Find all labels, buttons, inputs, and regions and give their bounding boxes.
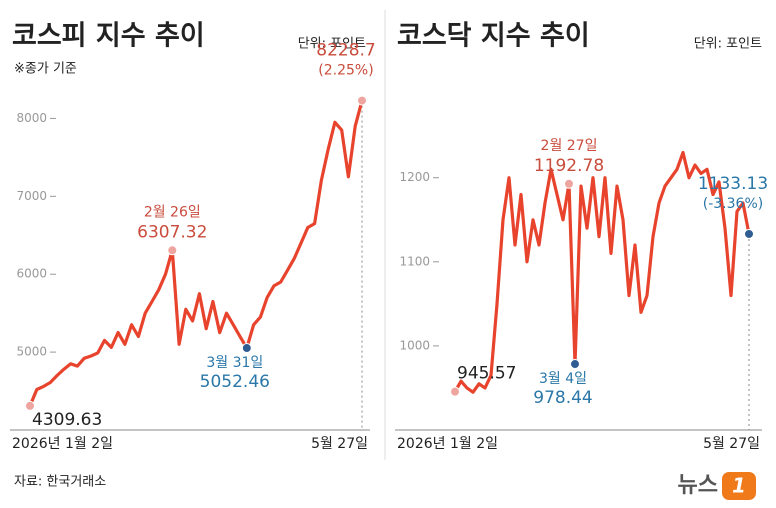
note: ※종가 기준 (14, 62, 77, 77)
x-tick-label: 2026년 1월 2일 (12, 436, 113, 452)
point-marker (357, 95, 367, 106)
point-marker (25, 400, 35, 411)
value-label: 6307.32 (137, 222, 207, 242)
x-tick-label: 2026년 1월 2일 (397, 436, 498, 452)
value-label: 8228.7 (316, 41, 375, 61)
value-label: 4309.63 (32, 410, 102, 430)
date-label: 3월 4일 (539, 371, 587, 387)
y-tick-label: 5000 (16, 345, 47, 359)
x-tick-label: 5월 27일 (311, 436, 368, 452)
logo-box (722, 472, 756, 500)
date-label: 2월 27일 (541, 138, 598, 154)
date-label: 2월 26일 (144, 204, 201, 220)
y-tick-label: 1100 (399, 254, 430, 268)
point-marker (564, 178, 574, 189)
point-marker (241, 343, 252, 354)
point-marker (450, 386, 460, 397)
chart-title: 코스닥 지수 추이 (397, 21, 590, 52)
value-label: 1133.13 (698, 174, 768, 194)
value-label: 5052.46 (200, 372, 270, 392)
value-label: 945.57 (457, 364, 516, 384)
point-marker (167, 245, 178, 256)
date-label: 3월 31일 (206, 355, 263, 371)
chart-title: 코스피 지수 추이 (12, 21, 205, 52)
y-tick-label: 6000 (16, 267, 47, 281)
y-tick-label: 1000 (399, 338, 430, 352)
change-label: (-3.36%) (703, 196, 763, 212)
logo-mark: 1 (732, 474, 746, 498)
change-label: (2.25%) (318, 63, 373, 79)
point-marker (570, 359, 580, 370)
x-tick-label: 5월 27일 (703, 436, 760, 452)
source: 자료: 한국거래소 (14, 475, 106, 490)
y-tick-label: 7000 (16, 189, 47, 203)
unit: 단위: 포인트 (298, 37, 366, 52)
point-marker (744, 228, 754, 239)
y-tick-label: 8000 (16, 111, 47, 125)
index-line (28, 100, 364, 407)
unit: 단위: 포인트 (694, 37, 762, 52)
logo: 뉴스 (678, 473, 718, 498)
y-tick-label: 1200 (399, 170, 430, 184)
value-label: 1192.78 (534, 156, 604, 176)
value-label: 978.44 (533, 388, 592, 408)
index-line (453, 150, 751, 394)
